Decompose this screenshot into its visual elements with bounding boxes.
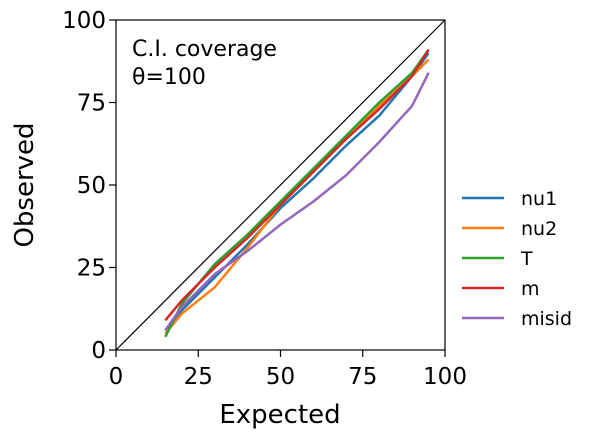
axis-ticks: 0 25 50 75 100 0 25 50 75 100 xyxy=(62,8,467,390)
legend: nu1 nu2 Tm misid xyxy=(462,188,572,330)
x-tick-label: 50 xyxy=(266,364,295,390)
reference-diagonal-line xyxy=(115,19,446,351)
x-tick-label: 100 xyxy=(423,364,467,390)
y-tick-label: 100 xyxy=(62,8,106,34)
x-tick-label: 25 xyxy=(184,364,213,390)
legend-label-T: T xyxy=(520,248,533,270)
legend-label-misid: misid xyxy=(521,308,572,330)
legend-label-m: m xyxy=(521,278,540,300)
y-tick-label: 25 xyxy=(77,256,106,282)
annotation-line-1: C.I. coverage xyxy=(132,37,277,62)
y-tick-label: 50 xyxy=(77,173,106,199)
y-tick-label: 0 xyxy=(91,338,106,364)
series-line-nu1 xyxy=(164,52,430,332)
y-axis-title: Observed xyxy=(10,122,40,247)
legend-label-nu1: nu1 xyxy=(521,188,557,210)
series-line-m xyxy=(164,49,430,322)
plot-lines xyxy=(115,19,446,351)
y-tick-label: 75 xyxy=(77,91,106,117)
x-tick-label: 75 xyxy=(348,364,377,390)
annotation-line-2: θ=100 xyxy=(132,65,206,90)
legend-label-nu2: nu2 xyxy=(521,218,557,240)
x-tick-label: 0 xyxy=(109,364,124,390)
x-axis-title: Expected xyxy=(219,400,340,430)
series-line-misid xyxy=(164,72,430,331)
